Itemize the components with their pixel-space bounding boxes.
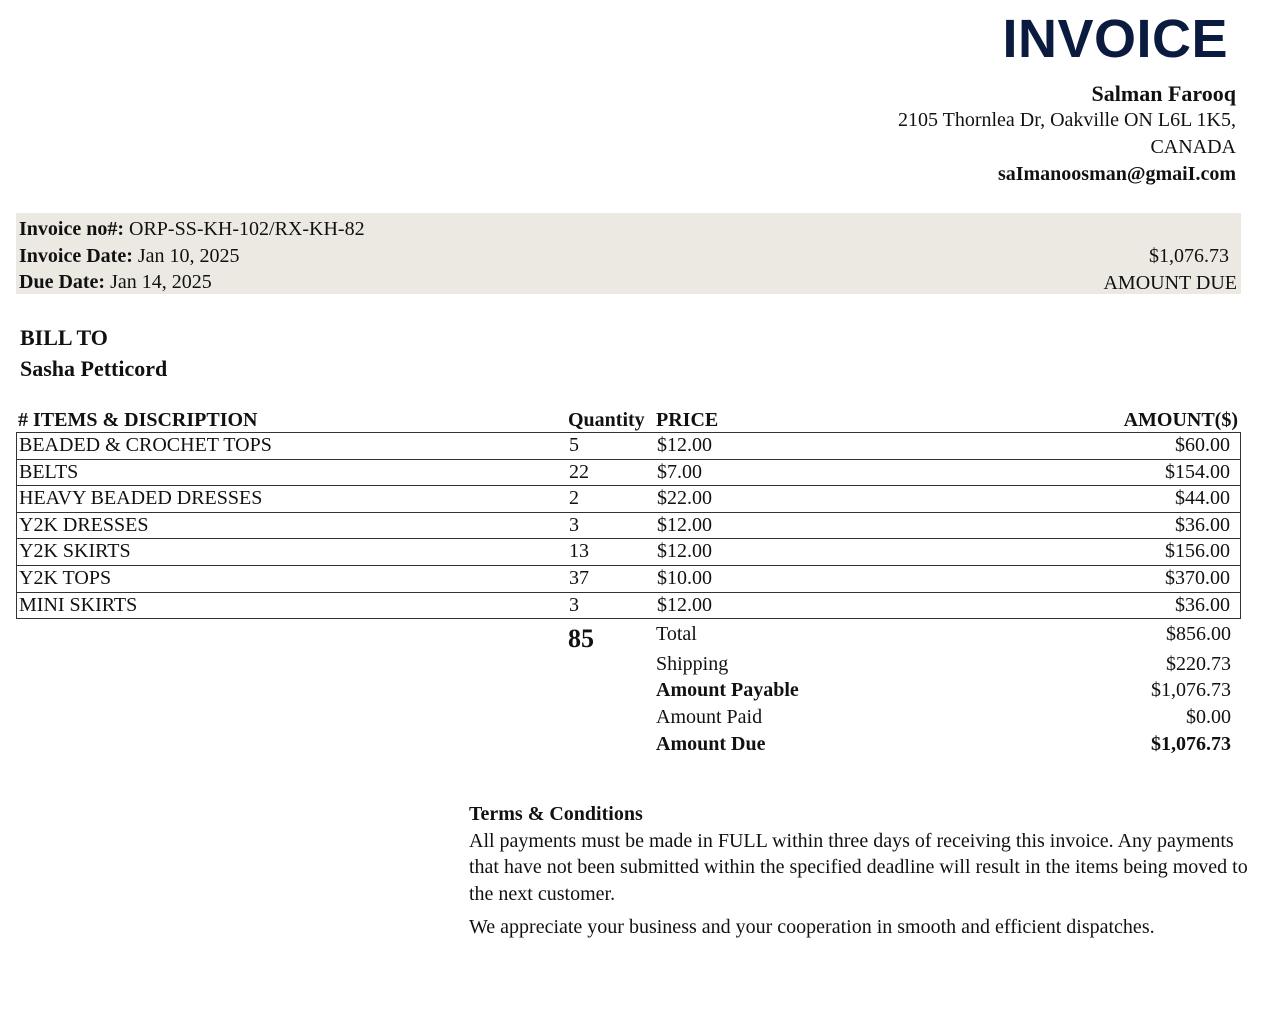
item-amount: $370.00 <box>1165 566 1230 589</box>
terms-section: Terms & Conditions All payments must be … <box>469 801 1249 948</box>
terms-body: All payments must be made in FULL within… <box>469 829 1248 905</box>
header-description: # ITEMS & DISCRIPTION <box>18 409 258 431</box>
item-description: Y2K SKIRTS <box>19 540 131 563</box>
item-amount: $60.00 <box>1175 434 1230 456</box>
item-quantity: 13 <box>569 540 589 563</box>
item-description: MINI SKIRTS <box>19 593 138 616</box>
seller-email: saImanoosman@gmaiI.com <box>997 163 1236 185</box>
total-label: Total <box>656 623 697 645</box>
item-description: Y2K TOPS <box>19 566 112 589</box>
item-amount: $36.00 <box>1175 513 1230 536</box>
totals-section: Total $856.00 Shipping $220.73 Amount Paya… <box>16 622 1241 759</box>
seller-address-line2: CANADA <box>1150 136 1236 158</box>
items-table: # ITEMS & DISCRIPTION Quantity PRICE AMO… <box>16 408 1241 620</box>
quantity-total: 85 <box>568 624 594 653</box>
amount-paid-value: $0.00 <box>1186 706 1231 728</box>
item-amount: $36.00 <box>1175 593 1230 616</box>
amount-payable-value: $1,076.73 <box>1151 679 1231 701</box>
amount-paid-label: Amount Paid <box>656 706 763 728</box>
item-description: Y2K DRESSES <box>19 513 149 536</box>
item-price: $12.00 <box>657 593 712 616</box>
item-quantity: 2 <box>569 487 579 510</box>
invoice-date-label: Invoice Date: <box>19 244 133 267</box>
item-price: $12.00 <box>657 513 712 536</box>
table-row: Y2K TOPS 37 $10.00 $370.00 <box>16 565 1241 593</box>
terms-heading: Terms & Conditions <box>469 803 643 825</box>
due-date: Due Date: Jan 14, 2025 <box>19 269 365 296</box>
terms-closing: We appreciate your business and your coo… <box>469 916 1155 938</box>
item-price: $12.00 <box>657 434 712 456</box>
table-row: BELTS 22 $7.00 $154.00 <box>16 459 1241 487</box>
item-description: HEAVY BEADED DRESSES <box>19 487 263 510</box>
bill-to-label: BILL TO <box>20 325 108 350</box>
shipping-row: Shipping $220.73 <box>16 649 1241 678</box>
invoice-date-value: Jan 10, 2025 <box>137 244 240 267</box>
item-price: $7.00 <box>657 460 702 483</box>
invoice-number-label: Invoice no#: <box>19 218 124 240</box>
due-date-value: Jan 14, 2025 <box>110 271 212 293</box>
item-quantity: 3 <box>569 593 579 616</box>
invoice-date: Invoice Date: Jan 10, 2025 <box>19 243 365 270</box>
item-price: $22.00 <box>657 487 712 510</box>
item-description: BEADED & CROCHET TOPS <box>19 434 272 456</box>
amount-payable-label: Amount Payable <box>656 679 799 701</box>
total-value: $856.00 <box>1166 623 1231 645</box>
header-price: PRICE <box>656 409 719 431</box>
invoice-number-value: ORP-SS-KH-102/RX-KH-82 <box>129 218 365 240</box>
seller-info: Salman Farooq 2105 Thornlea Dr, Oakville… <box>898 80 1236 188</box>
item-price: $10.00 <box>657 566 712 589</box>
item-quantity: 3 <box>569 513 579 536</box>
amount-due-row: Amount Due $1,076.73 <box>16 732 1241 759</box>
total-row: Total $856.00 <box>16 622 1241 649</box>
amount-payable-row: Amount Payable $1,076.73 <box>16 678 1241 705</box>
table-row: BEADED & CROCHET TOPS 5 $12.00 $60.00 <box>16 433 1241 460</box>
table-row: MINI SKIRTS 3 $12.00 $36.00 <box>16 592 1241 620</box>
amount-due-total-label: Amount Due <box>656 733 766 755</box>
item-amount: $44.00 <box>1175 487 1230 510</box>
item-quantity: 22 <box>569 460 589 483</box>
seller-name: Salman Farooq <box>1091 81 1236 106</box>
item-description: BELTS <box>19 460 79 483</box>
table-row: Y2K DRESSES 3 $12.00 $36.00 <box>16 512 1241 540</box>
shipping-value: $220.73 <box>1166 653 1231 675</box>
item-amount: $154.00 <box>1165 460 1230 483</box>
bill-to: BILL TO Sasha Petticord <box>20 322 167 384</box>
table-header: # ITEMS & DISCRIPTION Quantity PRICE AMO… <box>16 408 1241 432</box>
table-row: HEAVY BEADED DRESSES 2 $22.00 $44.00 <box>16 486 1241 513</box>
bill-to-name: Sasha Petticord <box>20 356 168 381</box>
amount-paid-row: Amount Paid $0.00 <box>16 705 1241 732</box>
item-price: $12.00 <box>657 540 712 563</box>
invoice-number: Invoice no#: ORP-SS-KH-102/RX-KH-82 <box>19 216 365 243</box>
amount-due-label: AMOUNT DUE <box>1103 271 1237 294</box>
amount-due-total-value: $1,076.73 <box>1151 733 1231 755</box>
shipping-label: Shipping <box>656 653 729 675</box>
due-date-label: Due Date: <box>19 271 106 293</box>
item-quantity: 37 <box>569 566 589 589</box>
item-quantity: 5 <box>569 434 579 456</box>
header-quantity: Quantity <box>568 409 645 431</box>
invoice-title: INVOICE <box>1002 9 1228 69</box>
table-row: Y2K SKIRTS 13 $12.00 $156.00 <box>16 539 1241 566</box>
item-amount: $156.00 <box>1165 540 1230 563</box>
amount-due-value: $1,076.73 <box>1149 245 1229 267</box>
seller-address-line1: 2105 Thornlea Dr, Oakville ON L6L 1K5, <box>897 109 1236 131</box>
invoice-info-bar: Invoice no#: ORP-SS-KH-102/RX-KH-82 Invo… <box>16 213 1241 294</box>
header-amount: AMOUNT($) <box>1123 409 1238 431</box>
